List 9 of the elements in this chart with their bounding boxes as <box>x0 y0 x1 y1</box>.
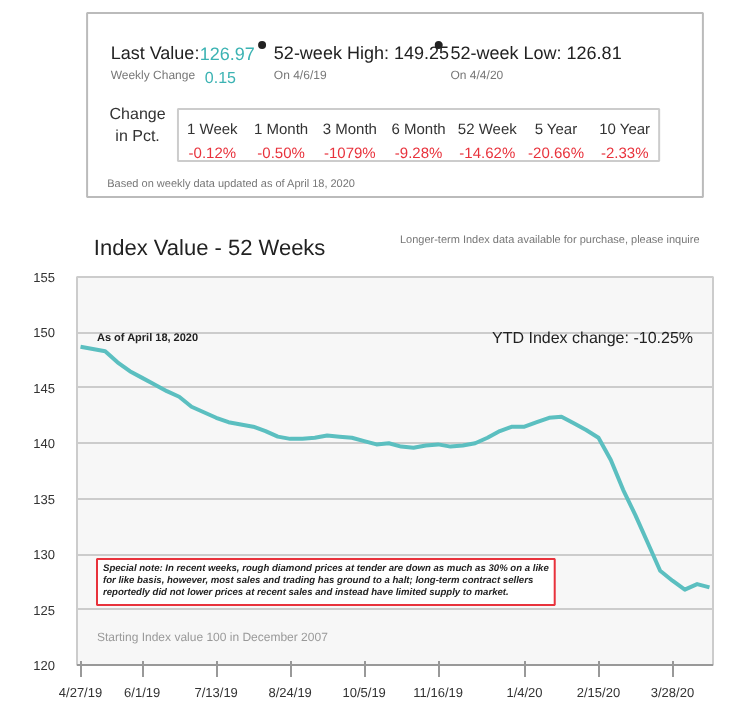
text: 52-week High: 149.25 <box>273 43 449 63</box>
text: Last Value: <box>110 43 200 63</box>
text: 126.97 <box>199 44 255 64</box>
text: Change in Pct. <box>109 105 167 145</box>
chart-title: Index Value - 52 Weeks <box>93 237 327 261</box>
line-series <box>78 344 712 592</box>
annotation: YTD Index change: -10.25% <box>491 329 694 347</box>
text: 0.15 <box>204 69 238 87</box>
text: 52-week Low: 126.81 <box>450 43 622 63</box>
